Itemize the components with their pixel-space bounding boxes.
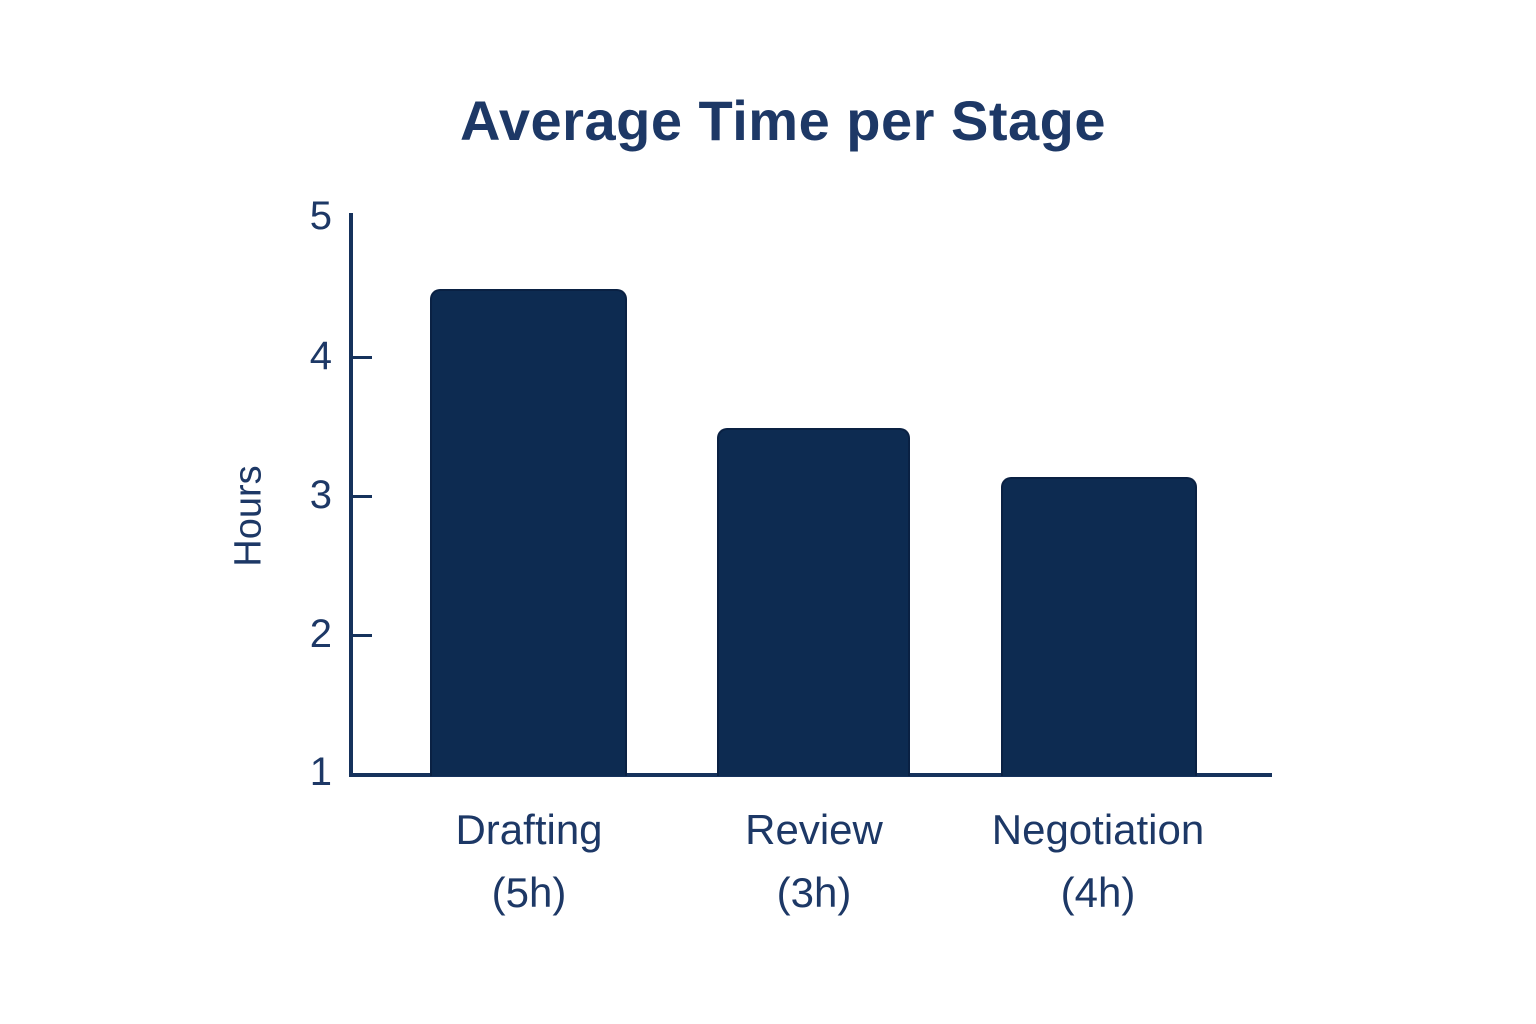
y-axis-tick [353,356,372,359]
bar-negotiation [1001,477,1197,776]
x-axis-category-label: Review (3h) [644,806,984,917]
y-axis-tick-label: 3 [309,473,332,517]
category-name: Drafting [455,806,603,853]
y-axis-tick [353,634,372,637]
y-axis-tick-label: 5 [309,194,332,238]
bar-review [717,428,910,776]
category-name: Negotiation [991,806,1205,853]
y-axis-tick-label: 1 [309,750,332,794]
category-hours: (4h) [1060,869,1136,916]
category-hours: (5h) [491,869,567,916]
y-axis-tick [353,495,372,498]
category-name: Review [745,806,883,853]
x-axis-category-label: Negotiation (4h) [928,806,1268,917]
y-axis-line [349,213,353,777]
y-axis-tick-label: 4 [309,334,332,378]
y-axis-tick-label: 2 [309,612,332,656]
category-hours: (3h) [776,869,852,916]
chart-title: Average Time per Stage [460,89,1106,152]
bar-drafting [430,289,627,776]
x-axis-category-label: Drafting (5h) [359,806,699,917]
